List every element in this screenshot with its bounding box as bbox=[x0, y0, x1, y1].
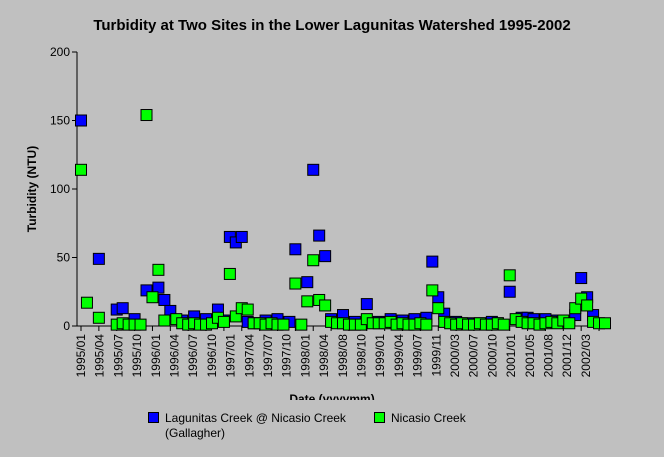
nicasio-point bbox=[140, 109, 153, 122]
nicasio-point bbox=[80, 296, 93, 309]
x-tick-label: 2001/08 bbox=[542, 334, 556, 378]
nicasio-point bbox=[92, 311, 105, 324]
legend-label-lagunitas: Lagunitas Creek @ Nicasio Creek (Gallagh… bbox=[165, 411, 346, 440]
nicasio-point bbox=[223, 267, 236, 280]
nicasio-point bbox=[503, 269, 516, 282]
x-tick-label: 1997/01 bbox=[224, 334, 238, 378]
x-tick-label: 1995/04 bbox=[93, 334, 107, 378]
lagunitas-point bbox=[426, 255, 439, 268]
lagunitas-point bbox=[503, 285, 516, 298]
nicasio-point bbox=[420, 318, 433, 331]
x-tick-label: 1997/07 bbox=[261, 334, 275, 378]
y-tick-label: 150 bbox=[50, 114, 70, 128]
y-axis-label: Turbidity (NTU) bbox=[25, 146, 39, 232]
lagunitas-point bbox=[313, 229, 326, 242]
y-axis-ticks: 0 50 100 150 200 bbox=[50, 45, 77, 333]
lagunitas-point bbox=[158, 293, 171, 306]
x-tick-label: 1999/04 bbox=[392, 334, 406, 378]
nicasio-point bbox=[497, 318, 510, 331]
nicasio-point bbox=[319, 299, 332, 312]
series-nicasio-creek bbox=[75, 109, 611, 331]
x-tick-label: 2001/01 bbox=[504, 334, 518, 378]
nicasio-point bbox=[75, 163, 87, 176]
x-tick-label: 1995/10 bbox=[130, 334, 144, 378]
nicasio-point bbox=[426, 284, 439, 297]
x-tick-label: 1999/11 bbox=[429, 334, 443, 377]
x-tick-label: 1996/10 bbox=[205, 334, 219, 378]
y-tick-label: 100 bbox=[50, 182, 70, 196]
lagunitas-point bbox=[301, 276, 314, 289]
nicasio-point bbox=[152, 263, 165, 276]
lagunitas-point bbox=[75, 114, 87, 127]
nicasio-point bbox=[134, 318, 147, 331]
legend-swatch-lagunitas bbox=[148, 412, 159, 423]
x-tick-label: 1998/01 bbox=[298, 334, 312, 378]
lagunitas-point bbox=[289, 243, 302, 256]
x-tick-label: 2001/05 bbox=[523, 334, 537, 378]
x-tick-label: 1997/04 bbox=[242, 334, 256, 378]
chart-svg: Turbidity at Two Sites in the Lower Lagu… bbox=[25, 17, 611, 400]
x-tick-label: 1999/07 bbox=[411, 334, 425, 378]
nicasio-point bbox=[295, 318, 308, 331]
lagunitas-point bbox=[116, 302, 129, 315]
x-tick-label: 1999/01 bbox=[373, 334, 387, 378]
chart-title: Turbidity at Two Sites in the Lower Lagu… bbox=[93, 17, 570, 34]
x-tick-label: 1996/04 bbox=[168, 334, 182, 378]
x-tick-label: 1998/10 bbox=[355, 334, 369, 378]
legend-item-lagunitas: Lagunitas Creek @ Nicasio Creek (Gallagh… bbox=[148, 411, 346, 441]
nicasio-point bbox=[581, 299, 594, 312]
nicasio-point bbox=[217, 315, 230, 328]
x-tick-label: 1996/07 bbox=[186, 334, 200, 378]
nicasio-point bbox=[307, 254, 320, 267]
x-tick-label: 1998/04 bbox=[317, 334, 331, 378]
y-tick-label: 200 bbox=[50, 45, 70, 59]
lagunitas-point bbox=[319, 250, 332, 263]
lagunitas-point bbox=[360, 298, 373, 311]
x-tick-label: 1997/10 bbox=[280, 334, 294, 378]
x-tick-label: 2000/10 bbox=[485, 334, 499, 378]
legend-item-nicasio: Nicasio Creek bbox=[374, 411, 466, 426]
nicasio-point bbox=[241, 303, 254, 316]
nicasio-point bbox=[158, 314, 171, 327]
x-tick-label: 2002/03 bbox=[579, 334, 593, 378]
nicasio-point bbox=[146, 291, 159, 304]
x-tick-label: 2001/12 bbox=[560, 334, 574, 378]
x-axis-label: Date (yyyymm) bbox=[289, 392, 374, 400]
lagunitas-point bbox=[92, 252, 105, 265]
nicasio-point bbox=[301, 295, 314, 308]
nicasio-point bbox=[599, 317, 611, 330]
nicasio-point bbox=[432, 302, 445, 315]
x-tick-label: 1998/08 bbox=[336, 334, 350, 378]
x-tick-label: 1995/01 bbox=[74, 334, 88, 378]
legend-label-nicasio: Nicasio Creek bbox=[391, 411, 466, 425]
x-tick-label: 2000/07 bbox=[467, 334, 481, 378]
nicasio-point bbox=[277, 318, 290, 331]
lagunitas-point bbox=[307, 163, 320, 176]
lagunitas-point bbox=[575, 272, 588, 285]
y-tick-label: 50 bbox=[57, 251, 71, 265]
legend-swatch-nicasio bbox=[374, 412, 385, 423]
lagunitas-point bbox=[235, 230, 248, 243]
x-tick-label: 1995/07 bbox=[111, 334, 125, 378]
nicasio-point bbox=[563, 317, 576, 330]
x-tick-label: 1996/01 bbox=[149, 334, 163, 378]
x-axis-ticks: 1995/01 1995/04 1995/07 1995/10 1996/01 1996/… bbox=[74, 326, 600, 378]
y-tick-label: 0 bbox=[63, 319, 70, 333]
nicasio-point bbox=[289, 277, 302, 290]
x-tick-label: 2000/03 bbox=[448, 334, 462, 378]
